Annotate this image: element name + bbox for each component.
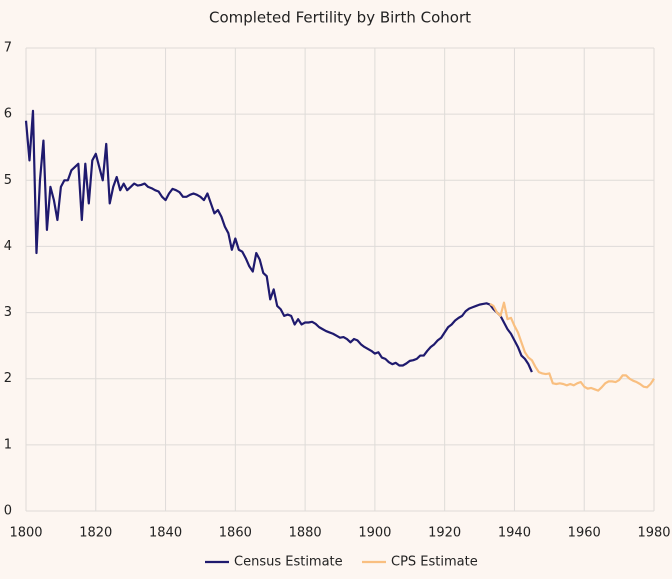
y-tick-label: 3 (4, 305, 12, 320)
chart-title: Completed Fertility by Birth Cohort (209, 9, 471, 27)
data-line (489, 301, 655, 392)
x-tick-label: 1960 (568, 526, 601, 541)
y-tick-label: 7 (4, 41, 12, 56)
x-tick-label: 1860 (219, 526, 252, 541)
y-tick-label: 6 (4, 107, 12, 122)
legend-label: Census Estimate (234, 555, 343, 570)
legend-label: CPS Estimate (391, 555, 478, 570)
x-tick-label: 1840 (149, 526, 182, 541)
y-tick-label: 5 (4, 173, 12, 188)
y-tick-label: 4 (4, 239, 12, 254)
x-tick-label: 1880 (289, 526, 322, 541)
x-tick-label: 1820 (79, 526, 112, 541)
x-tick-label: 1800 (9, 526, 42, 541)
y-tick-label: 2 (4, 371, 12, 386)
data-line (24, 109, 533, 373)
x-tick-label: 1900 (358, 526, 391, 541)
x-tick-label: 1920 (428, 526, 461, 541)
y-tick-label: 1 (4, 437, 12, 452)
x-tick-label: 1980 (637, 526, 670, 541)
x-tick-label: 1940 (498, 526, 531, 541)
y-tick-label: 0 (4, 504, 12, 519)
